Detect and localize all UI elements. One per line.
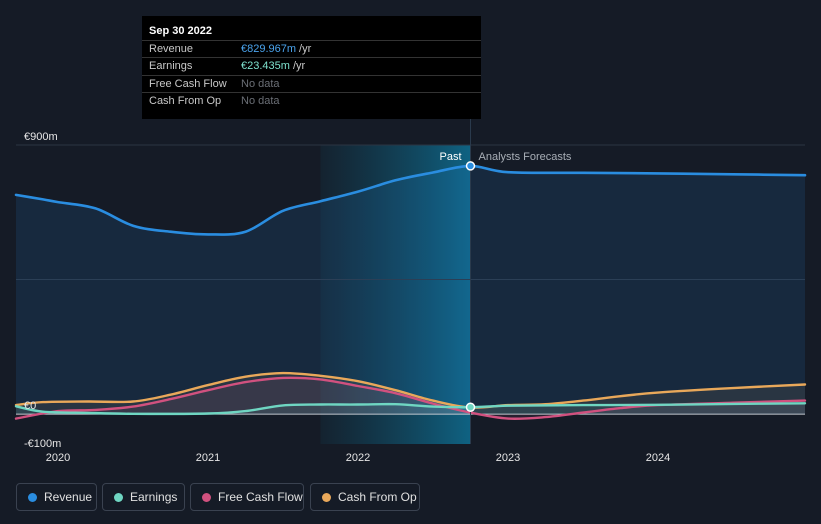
tooltip-row-earnings: Earnings €23.435m/yr xyxy=(142,57,481,75)
tooltip-value: €829.967m/yr xyxy=(241,43,312,55)
legend-label: Revenue xyxy=(44,490,93,504)
revenue-marker xyxy=(465,161,476,171)
revenue-area xyxy=(16,165,805,415)
tooltip-row-cash-from-op: Cash From Op No data xyxy=(142,92,481,110)
earnings-dot-icon xyxy=(114,493,123,502)
legend-label: Free Cash Flow xyxy=(218,490,303,504)
x-tick-label: 2021 xyxy=(196,452,220,464)
y-tick-label: €900m xyxy=(24,131,58,143)
tooltip-label: Earnings xyxy=(149,60,193,72)
x-tick-label: 2020 xyxy=(46,452,70,464)
revenue-dot-icon xyxy=(28,493,37,502)
tooltip: Sep 30 2022 Revenue €829.967m/yr Earning… xyxy=(142,16,481,119)
past-label: Past xyxy=(439,151,461,163)
tooltip-row-free-cash-flow: Free Cash Flow No data xyxy=(142,75,481,93)
x-tick-label: 2022 xyxy=(346,452,370,464)
earnings-line xyxy=(14,402,807,416)
y-tick-label: €0 xyxy=(24,400,36,412)
forecast-label: Analysts Forecasts xyxy=(479,151,572,163)
tooltip-label: Free Cash Flow xyxy=(149,78,227,90)
tooltip-label: Cash From Op xyxy=(149,95,222,107)
legend-item-earnings[interactable]: Earnings xyxy=(102,483,185,511)
tooltip-value: No data xyxy=(241,78,280,90)
legend-label: Earnings xyxy=(130,490,178,504)
free-cash-flow-dot-icon xyxy=(202,493,211,502)
x-tick-label: 2023 xyxy=(496,452,520,464)
cash-from-op-dot-icon xyxy=(322,493,331,502)
legend-item-free-cash-flow[interactable]: Free Cash Flow xyxy=(190,483,304,511)
legend-item-revenue[interactable]: Revenue xyxy=(16,483,97,511)
legend-label: Cash From Op xyxy=(338,490,417,504)
tooltip-value: €23.435m/yr xyxy=(241,60,306,72)
earnings-marker xyxy=(465,402,476,412)
x-tick-label: 2024 xyxy=(646,452,670,464)
y-tick-label: -€100m xyxy=(24,438,61,450)
cash-from-op-line xyxy=(14,371,807,409)
free-cash-flow-line xyxy=(14,376,807,421)
tooltip-label: Revenue xyxy=(149,43,194,55)
legend-item-cash-from-op[interactable]: Cash From Op xyxy=(310,483,420,511)
tooltip-row-revenue: Revenue €829.967m/yr xyxy=(142,40,481,58)
tooltip-value: No data xyxy=(241,95,280,107)
tooltip-date: Sep 30 2022 xyxy=(149,25,212,37)
revenue-line xyxy=(14,164,807,236)
